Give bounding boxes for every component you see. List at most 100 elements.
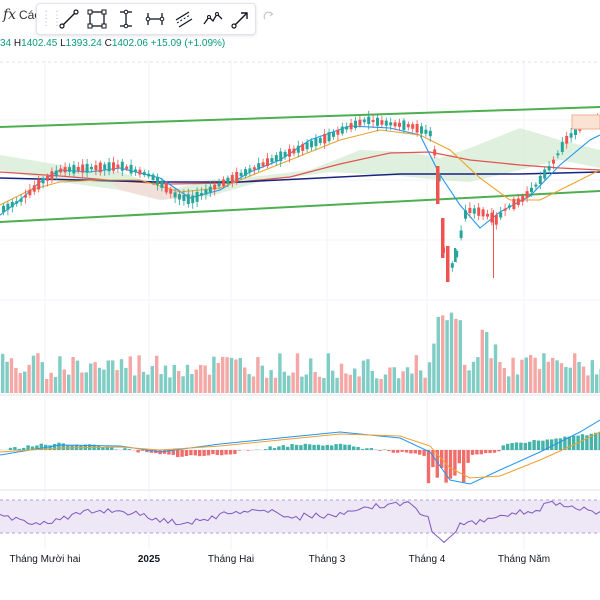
volume-bar bbox=[533, 357, 537, 393]
channel-upper-line bbox=[0, 106, 600, 128]
path-icon[interactable] bbox=[201, 7, 225, 31]
volume-bar bbox=[590, 360, 594, 393]
macd-histogram-bar bbox=[431, 450, 435, 468]
volume-bar bbox=[62, 369, 66, 393]
horizontal-range-icon[interactable] bbox=[143, 7, 167, 31]
candle-body bbox=[164, 183, 168, 193]
volume-bar bbox=[291, 372, 295, 393]
volume-bar bbox=[9, 358, 14, 393]
macd-histogram-bar bbox=[136, 450, 140, 453]
macd-histogram-bar bbox=[180, 450, 184, 457]
macd-histogram-bar bbox=[316, 444, 321, 450]
macd-histogram-bar bbox=[140, 450, 145, 451]
parallel-channel-icon[interactable] bbox=[172, 7, 196, 31]
volume-bar bbox=[221, 356, 225, 393]
macd-histogram-bar bbox=[426, 450, 431, 484]
candle-body bbox=[428, 130, 432, 137]
volume-bar bbox=[577, 362, 581, 393]
macd-histogram-bar bbox=[101, 447, 105, 450]
time-label: Tháng 4 bbox=[408, 554, 446, 565]
candle-body bbox=[103, 164, 107, 170]
candle-body bbox=[371, 120, 375, 123]
candle-body bbox=[200, 193, 203, 196]
macd-histogram-bar bbox=[334, 444, 338, 450]
candle-body bbox=[230, 174, 234, 183]
volume-bar bbox=[168, 377, 172, 393]
macd-histogram-bar bbox=[567, 436, 571, 450]
trend-line-icon[interactable] bbox=[57, 7, 81, 31]
volume-bar bbox=[243, 367, 247, 393]
macd-histogram-bar bbox=[369, 448, 373, 450]
candle-body bbox=[283, 151, 287, 158]
macd-histogram-bar bbox=[514, 442, 519, 450]
drag-handle-icon[interactable]: ⋮⋮ ⋮⋮ bbox=[41, 10, 63, 28]
macd-histogram-bar bbox=[211, 450, 215, 455]
candle-body bbox=[292, 148, 296, 154]
macd-histogram-bar bbox=[343, 444, 347, 450]
candle-body bbox=[494, 215, 498, 225]
volume-bar bbox=[287, 375, 291, 393]
candle-body bbox=[10, 201, 14, 208]
macd-histogram-bar bbox=[57, 442, 61, 450]
candle-body bbox=[508, 205, 511, 208]
candle-body bbox=[142, 172, 146, 176]
candle-body bbox=[15, 201, 19, 204]
volume-bar bbox=[476, 357, 480, 393]
candle-body bbox=[398, 122, 401, 127]
change-value: +15.09 (+1.09%) bbox=[150, 38, 226, 49]
volume-bar bbox=[181, 376, 185, 393]
candle-body bbox=[138, 169, 142, 175]
volume-bar bbox=[449, 312, 454, 393]
volume-bar bbox=[45, 378, 49, 393]
macd-histogram-bar bbox=[277, 446, 281, 450]
volume-bar bbox=[14, 367, 18, 393]
macd-histogram-bar bbox=[510, 443, 514, 450]
vertical-range-icon[interactable] bbox=[114, 7, 138, 31]
macd-histogram-bar bbox=[325, 444, 329, 450]
volume-bar bbox=[282, 371, 286, 393]
low-key: L bbox=[60, 38, 66, 49]
volume-bar bbox=[265, 377, 269, 393]
volume-bar bbox=[300, 376, 304, 393]
macd-histogram-bar bbox=[378, 450, 382, 451]
macd-histogram-bar bbox=[237, 450, 241, 451]
macd-histogram-bar bbox=[198, 450, 202, 457]
candle-body bbox=[50, 171, 54, 181]
candle-body bbox=[376, 117, 379, 126]
macd-histogram-bar bbox=[347, 444, 351, 450]
volume-bar bbox=[238, 358, 242, 393]
volume-bar bbox=[445, 320, 449, 393]
volume-bar bbox=[93, 362, 97, 393]
macd-histogram-bar bbox=[22, 447, 26, 450]
redo-icon[interactable] bbox=[262, 9, 276, 23]
candle-body bbox=[41, 178, 45, 184]
macd-histogram-bar bbox=[506, 443, 510, 450]
candle-body bbox=[424, 129, 428, 134]
volume-bar bbox=[366, 359, 370, 393]
volume-bar bbox=[251, 376, 256, 393]
candle-body bbox=[134, 169, 137, 172]
formula-icon[interactable]: fx bbox=[3, 7, 17, 23]
arrow-tool-icon[interactable] bbox=[229, 7, 253, 31]
macd-histogram-bar bbox=[488, 450, 492, 453]
candle-body bbox=[455, 250, 459, 258]
candle-body bbox=[340, 126, 344, 134]
macd-histogram-bar bbox=[149, 450, 153, 453]
volume-bar bbox=[247, 374, 251, 393]
rsi-band bbox=[0, 500, 600, 533]
macd-histogram-bar bbox=[294, 444, 299, 450]
candle-body bbox=[288, 148, 291, 157]
macd-histogram-bar bbox=[484, 450, 488, 454]
volume-bar bbox=[194, 369, 198, 393]
rectangle-icon[interactable] bbox=[85, 7, 109, 31]
macd-histogram-bar bbox=[422, 450, 426, 456]
indicators-label[interactable]: Các bbox=[19, 8, 41, 22]
volume-bar bbox=[150, 366, 154, 393]
macd-histogram-bar bbox=[360, 449, 365, 450]
candle-body bbox=[239, 172, 243, 177]
volume-bar bbox=[524, 357, 528, 393]
candle-body bbox=[441, 218, 445, 258]
volume-bar bbox=[256, 357, 260, 393]
